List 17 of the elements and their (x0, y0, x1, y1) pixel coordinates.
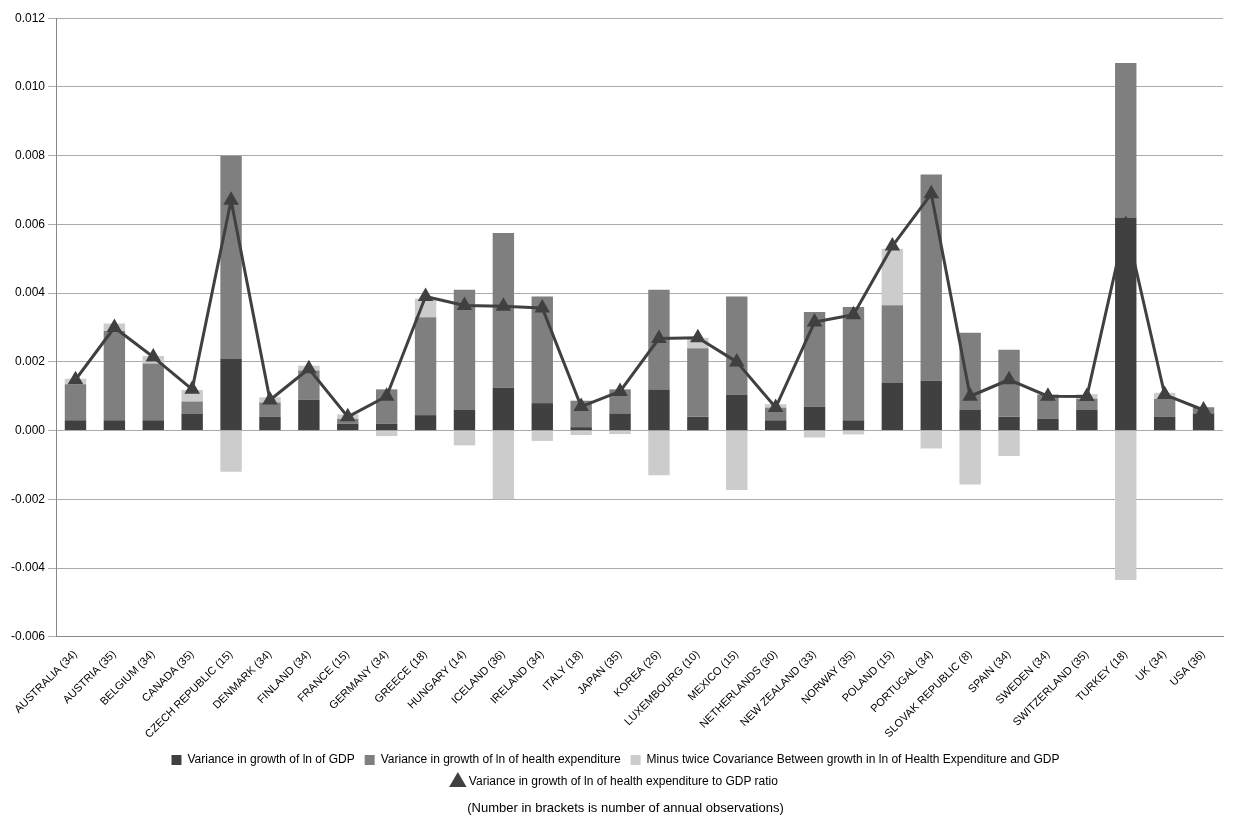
y-tick-label: 0.012 (14, 10, 46, 25)
y-tick-label: -0.002 (10, 491, 46, 506)
legend-label: Minus twice Covariance Between growth in ln of Health Expenditure and GDP (646, 752, 1060, 767)
y-tick-label: 0.006 (14, 216, 46, 231)
legend-label: Variance in growth of ln of health expenditure (380, 752, 621, 767)
y-tick-label: 0.002 (14, 354, 46, 369)
y-tick-label: -0.006 (10, 629, 46, 644)
y-tick-label: 0.000 (14, 422, 46, 437)
legend-label: Variance in growth of ln of GDP (187, 752, 355, 767)
legend-label: Variance in growth of ln of health expenditure to GDP ratio (468, 774, 779, 789)
y-tick-label: -0.004 (10, 560, 46, 575)
y-tick-label: 0.010 (14, 79, 46, 94)
y-tick-label: 0.004 (14, 285, 46, 300)
y-tick-label: 0.008 (14, 147, 46, 162)
text: (Number in brackets is number of annual observations) (466, 800, 785, 815)
x-tick-label: UK (34) (1132, 647, 1169, 683)
x-tick-label: USA (36) (1167, 647, 1208, 688)
